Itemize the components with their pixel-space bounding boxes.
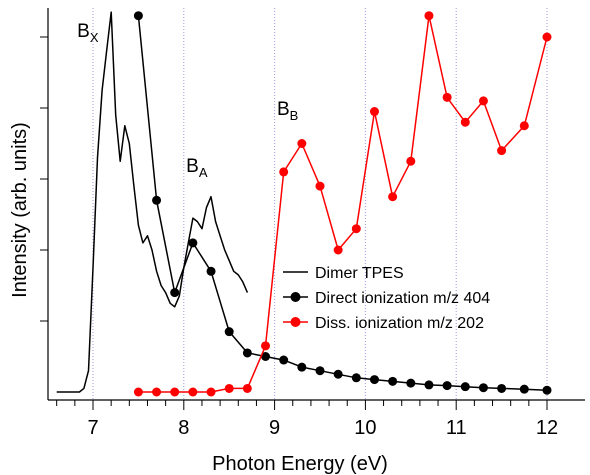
data-point: [242, 348, 252, 358]
series-line: [138, 14, 548, 393]
legend-swatch-marker: [290, 317, 301, 327]
data-point: [351, 373, 361, 383]
data-point: [460, 382, 470, 392]
data-point: [542, 385, 552, 395]
x-tick-label: 8: [178, 417, 189, 439]
data-point: [497, 146, 507, 156]
data-point: [315, 181, 325, 191]
data-point: [333, 369, 343, 379]
x-axis-title: Photon Energy (eV): [212, 453, 388, 475]
data-point: [333, 245, 343, 255]
data-point: [188, 238, 198, 248]
data-point: [542, 32, 552, 42]
data-point: [424, 11, 434, 21]
x-tick-label: 11: [446, 417, 467, 439]
data-point: [388, 376, 398, 386]
data-point: [206, 387, 216, 397]
data-point: [442, 92, 452, 102]
data-point: [351, 224, 361, 234]
data-point: [388, 192, 398, 202]
data-point: [424, 380, 434, 390]
grid-layer: [92, 8, 548, 400]
legend: Dimer TPES Direct ionization m/z 404 Diss.…: [283, 265, 490, 332]
data-point: [297, 139, 307, 148]
legend-entry-3: Diss. ionization m/z 202: [283, 315, 484, 332]
data-point: [519, 384, 529, 394]
axes-layer: 7 8 9 10 11 12: [40, 8, 585, 439]
legend-label: Dimer TPES: [315, 265, 404, 282]
data-point: [442, 381, 452, 391]
x-tick-label: 10: [354, 417, 376, 439]
data-point: [188, 387, 198, 397]
legend-label: Diss. ionization m/z 202: [315, 315, 484, 332]
data-point: [478, 96, 488, 106]
x-tick-label: 7: [87, 417, 98, 439]
data-point: [206, 266, 216, 276]
series-2: [133, 11, 552, 395]
data-point: [242, 383, 252, 393]
annotations: BX BA BB: [77, 21, 298, 180]
data-point: [133, 11, 143, 21]
data-point: [279, 167, 289, 177]
series-1: [56, 11, 249, 393]
series-line: [137, 15, 548, 391]
series-line: [56, 11, 249, 393]
data-point: [497, 383, 507, 393]
legend-entry-1: Dimer TPES: [283, 265, 404, 282]
data-point: [406, 156, 416, 166]
legend-swatch-marker: [290, 292, 301, 302]
data-point: [170, 288, 180, 298]
data-point: [315, 366, 325, 376]
data-point: [478, 383, 488, 393]
data-point: [279, 355, 289, 365]
data-point: [133, 387, 143, 397]
data-point: [369, 375, 379, 385]
data-point: [152, 387, 162, 397]
data-point: [261, 352, 271, 361]
data-point: [224, 327, 234, 337]
legend-entry-2: Direct ionization m/z 404: [283, 290, 490, 307]
peak-label: BX: [77, 21, 99, 45]
data-point: [369, 107, 379, 117]
data-point: [519, 121, 529, 131]
data-point: [460, 117, 470, 127]
peak-label: BA: [186, 156, 208, 180]
legend-label: Direct ionization m/z 404: [315, 290, 490, 307]
data-point: [152, 195, 162, 205]
data-point: [170, 387, 180, 397]
series-layer: [56, 11, 552, 397]
peak-label: BB: [277, 99, 298, 123]
series-3: [133, 11, 552, 397]
x-tick-label: 12: [536, 417, 558, 439]
y-axis-title: Intensity (arb. units): [9, 122, 31, 298]
data-point: [406, 378, 416, 388]
data-point: [297, 362, 307, 372]
x-tick-label: 9: [269, 417, 280, 439]
data-point: [224, 383, 234, 393]
data-point: [261, 341, 271, 351]
